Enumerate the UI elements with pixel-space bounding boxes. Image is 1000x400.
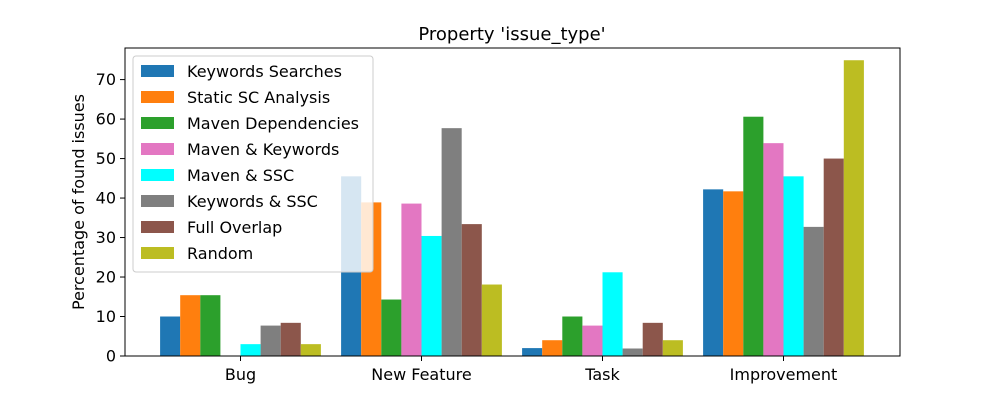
bar-0-5 xyxy=(260,325,281,356)
legend: Keywords Searches Static SC Analysis Maven… xyxy=(132,55,374,273)
y-axis-label: Percentage of found issues xyxy=(69,94,88,310)
legend-label-5: Keywords & SSC xyxy=(187,192,318,211)
bar-2-3 xyxy=(582,325,603,356)
legend-label-7: Random xyxy=(187,244,253,263)
plot-frame xyxy=(124,47,901,357)
bar-0-7 xyxy=(300,344,321,356)
bar-0-4 xyxy=(240,344,261,356)
bar-3-2 xyxy=(743,116,764,357)
legend-swatch-3 xyxy=(141,143,174,155)
axes-layer: 0 10 20 30 40 50 60 70 Bug New Feature Task Improve… xyxy=(96,47,901,384)
bar-1-4 xyxy=(421,235,442,356)
bar-0-0 xyxy=(160,316,181,356)
bar-3-1 xyxy=(723,191,744,356)
bar-3-7 xyxy=(843,60,864,357)
bar-2-1 xyxy=(542,340,563,356)
bar-1-2 xyxy=(381,299,402,356)
bar-2-4 xyxy=(602,272,623,356)
legend-swatch-2 xyxy=(141,117,174,129)
legend-swatch-5 xyxy=(141,195,174,207)
bar-2-6 xyxy=(642,322,663,356)
legend-swatch-1 xyxy=(141,91,174,103)
bar-3-0 xyxy=(703,189,724,356)
chart-title: Property 'issue_type' xyxy=(418,24,605,45)
bar-0-6 xyxy=(280,322,301,356)
x-tick-label-0: Bug xyxy=(225,365,256,384)
y-tick-label-60: 60 xyxy=(96,110,116,129)
y-tick-label-0: 0 xyxy=(106,347,116,366)
legend-box xyxy=(132,55,374,273)
bar-3-4 xyxy=(783,176,804,356)
bar-2-2 xyxy=(562,316,583,356)
legend-swatch-0 xyxy=(141,65,174,77)
bar-1-5 xyxy=(441,128,462,356)
y-tick-label-30: 30 xyxy=(96,228,116,247)
legend-label-2: Maven Dependencies xyxy=(187,114,359,133)
legend-swatch-4 xyxy=(141,169,174,181)
legend-label-6: Full Overlap xyxy=(187,218,282,237)
legend-label-4: Maven & SSC xyxy=(187,166,294,185)
x-tick-label-2: Task xyxy=(584,365,620,384)
bar-1-3 xyxy=(401,203,422,356)
y-tick-label-70: 70 xyxy=(96,70,116,89)
bar-2-7 xyxy=(662,340,683,356)
y-tick-label-20: 20 xyxy=(96,268,116,287)
y-tick-label-40: 40 xyxy=(96,189,116,208)
legend-label-3: Maven & Keywords xyxy=(187,140,339,159)
x-tick-label-3: Improvement xyxy=(730,365,838,384)
x-tick-label-1: New Feature xyxy=(371,365,471,384)
bar-1-6 xyxy=(461,224,482,356)
bar-2-5 xyxy=(622,348,643,356)
y-tick-label-50: 50 xyxy=(96,149,116,168)
bar-3-5 xyxy=(803,226,824,356)
legend-label-0: Keywords Searches xyxy=(187,62,342,81)
bar-3-3 xyxy=(763,143,784,356)
bar-1-7 xyxy=(481,284,502,356)
bar-2-0 xyxy=(522,348,543,356)
y-tick-label-10: 10 xyxy=(96,307,116,326)
legend-label-1: Static SC Analysis xyxy=(187,88,330,107)
legend-swatch-7 xyxy=(141,247,174,259)
bar-0-2 xyxy=(200,295,221,356)
legend-swatch-6 xyxy=(141,221,174,233)
bar-0-1 xyxy=(180,295,201,356)
bar-3-6 xyxy=(823,158,844,356)
